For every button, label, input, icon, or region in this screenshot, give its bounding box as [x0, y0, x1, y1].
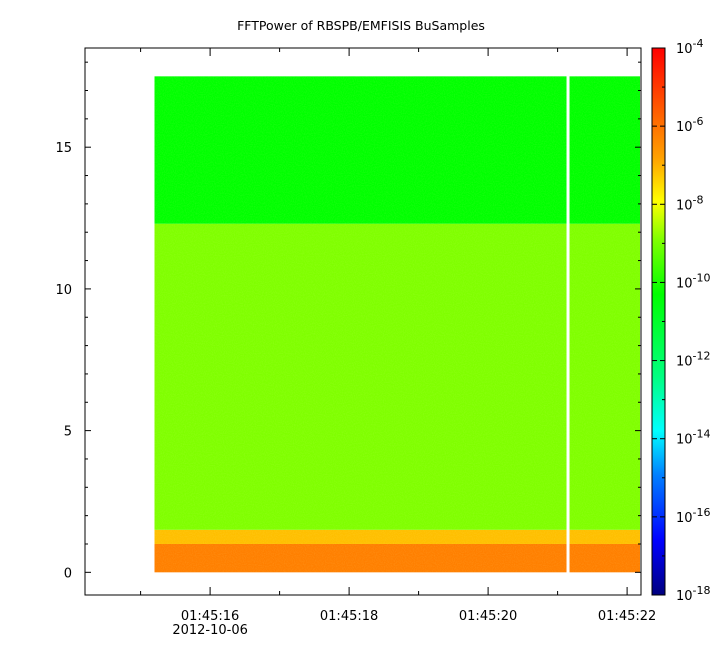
x-tick-label: 01:45:22: [598, 609, 656, 624]
colorbar-tick-exponent: -10: [693, 271, 711, 284]
colorbar-tick-label: 10-8: [676, 193, 704, 213]
x-axis: 01:45:16 01:45:18 01:45:20 01:45:22 2012-10-…: [140, 48, 656, 638]
y-tick-label: 10: [55, 283, 72, 298]
colorbar-tick-exponent: -14: [693, 428, 711, 441]
colorbar-tick-label: 10-16: [676, 506, 711, 526]
y-tick-label: 5: [64, 425, 72, 440]
data-gap: [566, 75, 570, 574]
x-tick-label: 01:45:18: [320, 609, 378, 624]
y-tick-label: 0: [64, 566, 72, 581]
colorbar-tick-label: 10-14: [676, 428, 711, 448]
colorbar-tick-label: 10-6: [676, 115, 704, 135]
plot-frame: [84, 47, 642, 596]
y-tick-label: 15: [55, 141, 72, 156]
colorbar-tick-exponent: -12: [693, 350, 711, 363]
colorbar-tick-base: 10: [676, 355, 693, 370]
y-axis: 0 5 10 15: [55, 61, 641, 581]
x-tick-label: 01:45:20: [459, 609, 517, 624]
colorbar-tick-exponent: -6: [693, 115, 704, 128]
colorbar-tick-label: 10-12: [676, 350, 711, 370]
colorbar-tick-exponent: -8: [693, 193, 704, 206]
colorbar-tick-base: 10: [676, 120, 693, 135]
colorbar-tick-base: 10: [676, 433, 693, 448]
colorbar-tick-base: 10: [676, 511, 693, 526]
colorbar-tick-label: 10-10: [676, 271, 711, 291]
colorbar-tick-exponent: -18: [693, 584, 711, 597]
colorbar-tick-exponent: -4: [693, 37, 704, 50]
colorbar-tick-base: 10: [676, 589, 693, 604]
chart-title: FFTPower of RBSPB/EMFISIS BuSamples: [237, 18, 485, 33]
colorbar-tick-base: 10: [676, 198, 693, 213]
colorbar-tick-label: 10-4: [676, 37, 704, 57]
x-tick-label: 01:45:16: [181, 609, 239, 624]
colorbar-tick-label: 10-18: [676, 584, 711, 604]
colorbar-tick-base: 10: [676, 276, 693, 291]
x-date-label: 2012-10-06: [172, 623, 248, 638]
colorbar-tick-exponent: -16: [693, 506, 711, 519]
colorbar-tick-base: 10: [676, 42, 693, 57]
plot-area: [154, 75, 640, 574]
heatmap-texture: [154, 76, 640, 573]
